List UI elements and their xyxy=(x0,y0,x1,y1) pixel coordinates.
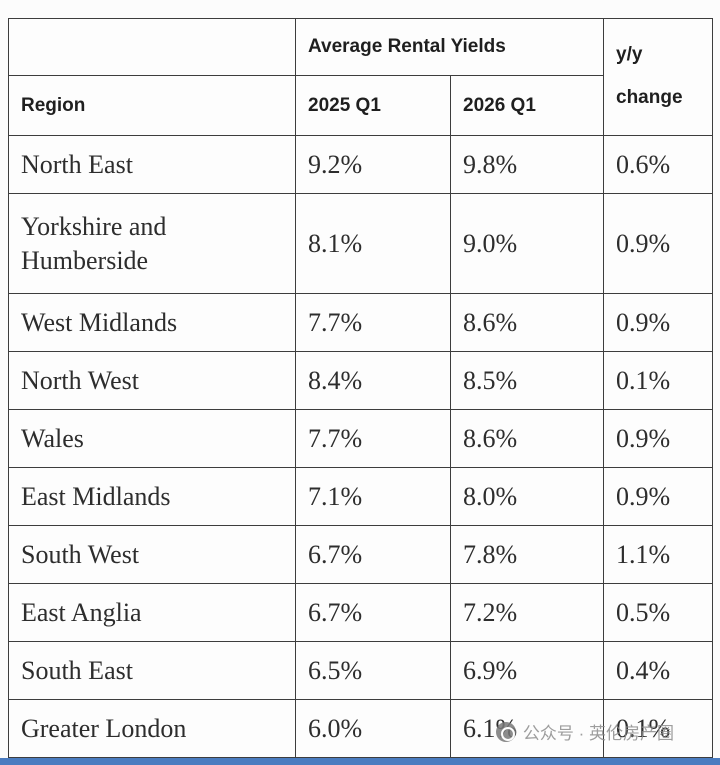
group-header-average-rental-yields: Average Rental Yields xyxy=(295,18,604,76)
header-2025-q1: 2025 Q1 xyxy=(295,75,451,136)
wechat-account-logo-icon xyxy=(495,721,516,742)
header-yy-change: y/y change xyxy=(603,18,713,136)
change-cell: 0.9% xyxy=(603,467,713,526)
region-cell: West Midlands xyxy=(8,293,296,352)
y2026-cell: 7.2% xyxy=(450,583,604,642)
header-region: Region xyxy=(8,75,296,136)
table-row: Yorkshire and Humberside 8.1% 9.0% 0.9% xyxy=(8,193,713,294)
region-cell: North East xyxy=(8,135,296,194)
table-row: Greater London 6.0% 6.1% 0.1% xyxy=(8,699,713,758)
change-cell: 0.4% xyxy=(603,641,713,700)
table-row: Wales 7.7% 8.6% 0.9% xyxy=(8,409,713,468)
y2025-cell: 6.7% xyxy=(295,525,451,584)
y2025-cell: 6.0% xyxy=(295,699,451,758)
table-row: South East 6.5% 6.9% 0.4% xyxy=(8,641,713,700)
y2025-cell: 7.1% xyxy=(295,467,451,526)
region-cell: Greater London xyxy=(8,699,296,758)
header-2026-q1: 2026 Q1 xyxy=(450,75,604,136)
header-empty-cell xyxy=(8,18,296,76)
table-row: East Midlands 7.1% 8.0% 0.9% xyxy=(8,467,713,526)
region-cell: Wales xyxy=(8,409,296,468)
table-row: East Anglia 6.7% 7.2% 0.5% xyxy=(8,583,713,642)
table-row: North West 8.4% 8.5% 0.1% xyxy=(8,351,713,410)
y2026-cell: 6.9% xyxy=(450,641,604,700)
table-row: South West 6.7% 7.8% 1.1% xyxy=(8,525,713,584)
y2026-cell: 8.6% xyxy=(450,409,604,468)
y2025-cell: 9.2% xyxy=(295,135,451,194)
y2026-cell: 7.8% xyxy=(450,525,604,584)
y2025-cell: 8.4% xyxy=(295,351,451,410)
region-cell: North West xyxy=(8,351,296,410)
header-yy-line2: change xyxy=(616,87,683,108)
y2025-cell: 8.1% xyxy=(295,193,451,294)
y2025-cell: 7.7% xyxy=(295,409,451,468)
change-cell: 0.9% xyxy=(603,409,713,468)
watermark-text: 公众号 · 英伦房产圈 xyxy=(522,724,674,743)
y2026-cell: 9.8% xyxy=(450,135,604,194)
change-cell: 0.1% xyxy=(603,699,713,758)
watermark: 公众号 · 英伦房产圈 xyxy=(495,719,674,744)
region-cell: East Anglia xyxy=(8,583,296,642)
y2026-cell: 8.6% xyxy=(450,293,604,352)
region-cell: South East xyxy=(8,641,296,700)
change-cell: 1.1% xyxy=(603,525,713,584)
change-cell: 0.5% xyxy=(603,583,713,642)
region-cell: Yorkshire and Humberside xyxy=(8,193,296,294)
y2025-cell: 6.5% xyxy=(295,641,451,700)
y2026-cell: 9.0% xyxy=(450,193,604,294)
y2026-cell: 8.5% xyxy=(450,351,604,410)
header-yy-line1: y/y xyxy=(616,44,643,66)
region-cell: South West xyxy=(8,525,296,584)
rental-yields-table-container: Average Rental Yields y/y change Region … xyxy=(8,18,713,758)
region-cell: East Midlands xyxy=(8,467,296,526)
y2025-cell: 7.7% xyxy=(295,293,451,352)
table-row: West Midlands 7.7% 8.6% 0.9% xyxy=(8,293,713,352)
y2025-cell: 6.7% xyxy=(295,583,451,642)
y2026-cell: 8.0% xyxy=(450,467,604,526)
change-cell: 0.9% xyxy=(603,193,713,294)
change-cell: 0.1% xyxy=(603,351,713,410)
bottom-accent-bar xyxy=(0,758,720,765)
change-cell: 0.9% xyxy=(603,293,713,352)
rental-yields-table: Average Rental Yields y/y change Region … xyxy=(8,18,713,758)
change-cell: 0.6% xyxy=(603,135,713,194)
table-row: North East 9.2% 9.8% 0.6% xyxy=(8,135,713,194)
